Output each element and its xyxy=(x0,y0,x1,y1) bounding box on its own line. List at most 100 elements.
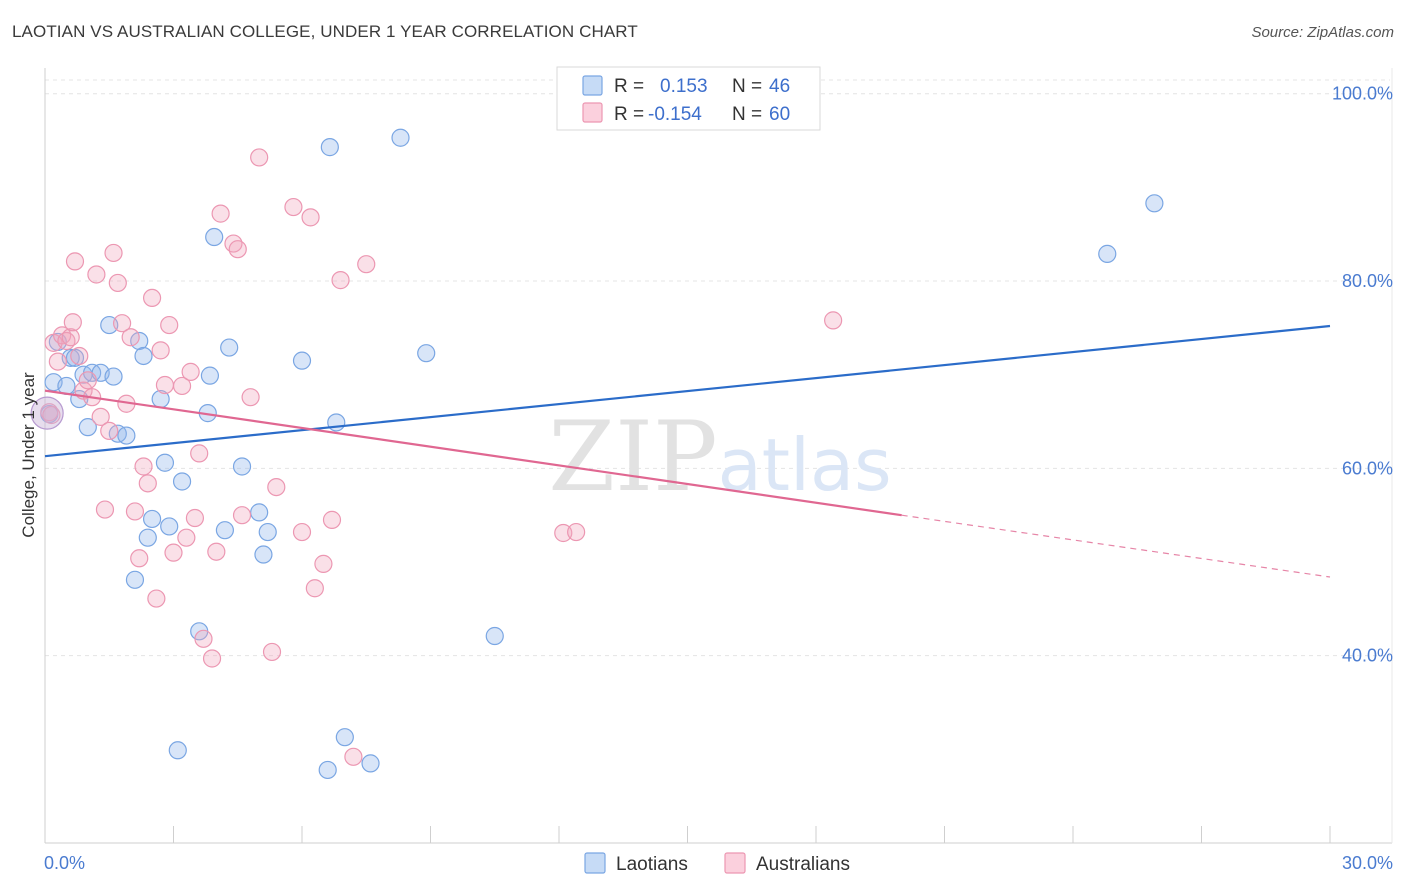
watermark-zip: ZIP xyxy=(548,401,717,513)
legend-n-label-australians: N = xyxy=(732,104,762,125)
point-australians xyxy=(211,204,230,223)
point-australians xyxy=(262,642,282,662)
point-laotians xyxy=(160,517,179,536)
point-australians xyxy=(134,457,153,476)
point-laotians xyxy=(220,338,239,357)
point-australians xyxy=(172,376,192,396)
point-australians xyxy=(112,314,132,333)
point-laotians xyxy=(138,528,157,547)
point-laotians xyxy=(250,503,269,522)
point-laotians xyxy=(1098,244,1117,263)
point-cluster xyxy=(30,396,64,430)
legend-r-label-laotians: R = xyxy=(614,76,644,97)
point-laotians xyxy=(134,346,153,366)
legend-r-label-australians: R = xyxy=(614,104,644,125)
point-laotians xyxy=(104,367,123,386)
point-laotians xyxy=(215,521,234,540)
point-australians xyxy=(250,148,269,167)
point-australians xyxy=(228,240,247,259)
point-australians xyxy=(267,477,286,497)
point-laotians xyxy=(361,754,380,773)
point-australians xyxy=(232,506,252,525)
point-australians xyxy=(138,474,157,493)
point-australians xyxy=(95,500,115,519)
legend-swatch-australians xyxy=(582,102,603,123)
bottom-legend-swatch-laotians xyxy=(584,852,606,874)
chart-title: LAOTIAN VS AUSTRALIAN COLLEGE, UNDER 1 Y… xyxy=(12,22,638,41)
point-australians xyxy=(70,346,89,366)
point-laotians xyxy=(335,728,354,747)
x-tick-label: 0.0% xyxy=(44,853,85,873)
point-australians xyxy=(130,549,149,568)
point-australians xyxy=(104,243,123,263)
chart-source: Source: ZipAtlas.com xyxy=(1251,24,1394,41)
point-australians xyxy=(155,375,175,395)
point-laotians xyxy=(232,457,252,476)
point-laotians xyxy=(142,509,162,529)
point-australians xyxy=(48,352,67,371)
point-australians xyxy=(61,328,80,347)
point-australians xyxy=(65,252,85,271)
legend-r-value-australians: -0.154 xyxy=(648,104,702,125)
legend: R = 0.153 N = 46 R = -0.154 N = 60 xyxy=(556,66,821,131)
point-australians xyxy=(554,523,573,543)
point-laotians xyxy=(125,570,145,589)
point-australians xyxy=(284,197,303,217)
point-australians xyxy=(63,313,82,332)
point-laotians xyxy=(172,472,192,491)
point-australians xyxy=(40,403,59,422)
point-australians xyxy=(207,542,226,561)
trend-lines xyxy=(44,324,1331,578)
watermark: ZIPatlas xyxy=(548,401,891,513)
point-laotians xyxy=(155,453,175,472)
point-laotians xyxy=(78,418,97,437)
point-australians xyxy=(305,579,324,598)
point-australians xyxy=(194,629,213,648)
trend-line-extension-australians xyxy=(901,514,1331,578)
y-tick-labels: 40.0% 60.0% 80.0% 100.0% xyxy=(1332,84,1393,666)
trend-line-australians xyxy=(44,389,902,517)
x-tick-label: 30.0% xyxy=(1342,853,1393,873)
point-laotians xyxy=(254,545,273,564)
point-australians xyxy=(344,747,363,766)
point-laotians xyxy=(117,426,136,445)
point-australians xyxy=(181,362,200,381)
legend-n-value-australians: 60 xyxy=(769,104,790,125)
y-tick-label: 80.0% xyxy=(1342,271,1393,291)
point-australians xyxy=(292,522,312,542)
watermark-atlas: atlas xyxy=(718,423,892,507)
point-australians xyxy=(151,341,170,360)
point-australians xyxy=(202,649,222,668)
point-australians xyxy=(121,328,140,347)
legend-n-value-laotians: 46 xyxy=(769,76,790,97)
legend-n-label-laotians: N = xyxy=(732,76,762,97)
point-australians xyxy=(567,522,586,542)
point-laotians xyxy=(168,741,187,760)
trend-line-laotians xyxy=(44,324,1331,458)
point-australians xyxy=(241,388,260,407)
bottom-legend-swatch-australians xyxy=(724,852,746,874)
point-laotians xyxy=(292,351,312,370)
point-laotians xyxy=(205,227,224,247)
point-australians xyxy=(91,407,110,426)
legend-swatch-laotians xyxy=(582,75,603,96)
point-australians xyxy=(125,502,145,521)
point-australians xyxy=(331,271,350,290)
bottom-legend: Laotians Australians xyxy=(584,852,850,875)
point-laotians xyxy=(417,344,436,363)
y-tick-label: 100.0% xyxy=(1332,84,1393,104)
y-tick-label: 60.0% xyxy=(1342,458,1393,478)
point-australians xyxy=(87,265,106,284)
bottom-legend-label-laotians: Laotians xyxy=(616,854,688,875)
point-australians xyxy=(177,528,196,547)
point-australians xyxy=(108,273,127,293)
legend-r-value-laotians: 0.153 xyxy=(660,76,708,97)
bottom-legend-label-australians: Australians xyxy=(756,854,850,875)
point-laotians xyxy=(320,138,339,157)
point-australians xyxy=(322,510,342,529)
y-axis-label: College, Under 1 year xyxy=(19,372,38,538)
point-australians xyxy=(160,315,179,335)
point-australians xyxy=(78,371,97,390)
point-laotians xyxy=(318,760,337,780)
